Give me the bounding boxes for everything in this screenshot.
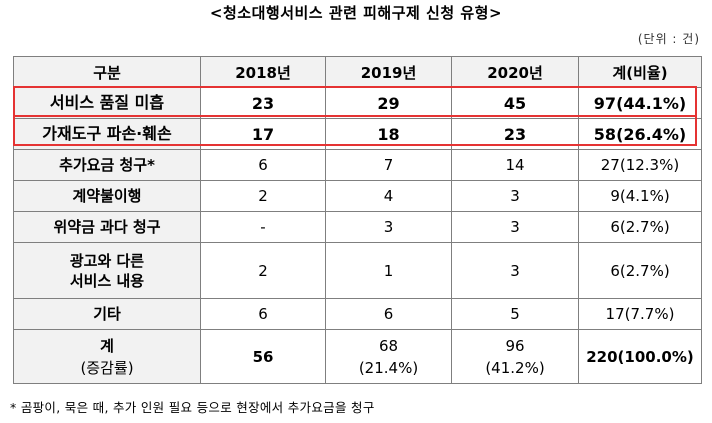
- cell-total: 97(44.1%): [578, 87, 702, 119]
- table-row: 서비스 품질 미흡 23 29 45 97(44.1%): [13, 87, 702, 119]
- row-label: 위약금 과다 청구: [13, 211, 201, 243]
- table-row: 가재도구 파손·훼손 17 18 23 58(26.4%): [13, 118, 702, 150]
- total-2018: 56: [200, 329, 326, 384]
- total-sum: 220(100.0%): [578, 329, 702, 384]
- table-row: 광고와 다른 서비스 내용 2 1 3 6(2.7%): [13, 242, 702, 299]
- row-label: 광고와 다른 서비스 내용: [13, 242, 201, 299]
- row-label: 가재도구 파손·훼손: [13, 118, 201, 150]
- header-2020: 2020년: [451, 56, 579, 88]
- table-row: 추가요금 청구* 6 7 14 27(12.3%): [13, 149, 702, 181]
- cell-2019: 29: [325, 87, 452, 119]
- cell-2018: 6: [200, 149, 326, 181]
- header-total-ratio: 계(비율): [578, 56, 702, 88]
- cell-total: 6(2.7%): [578, 211, 702, 243]
- total-label-line1: 계: [100, 336, 114, 355]
- table-row: 위약금 과다 청구 - 3 3 6(2.7%): [13, 211, 702, 243]
- cell-total: 17(7.7%): [578, 298, 702, 330]
- total-2020-rate: (41.2%): [485, 358, 545, 377]
- total-2019-rate: (21.4%): [358, 358, 419, 377]
- total-2019-value: 68: [378, 336, 399, 355]
- cell-2019: 6: [325, 298, 452, 330]
- cell-2019: 1: [325, 242, 452, 299]
- cell-2019: 7: [325, 149, 452, 181]
- total-2020: 96 (41.2%): [451, 329, 579, 384]
- row-label: 추가요금 청구*: [13, 149, 201, 181]
- cell-2020: 3: [451, 242, 579, 299]
- cell-2018: 17: [200, 118, 326, 150]
- cell-total: 27(12.3%): [578, 149, 702, 181]
- row-label-line1: 광고와 다른: [69, 251, 145, 270]
- row-label-line2: 서비스 내용: [69, 271, 145, 290]
- cell-2018: -: [200, 211, 326, 243]
- footnote: * 곰팡이, 묵은 때, 추가 인원 필요 등으로 현장에서 추가요금을 청구: [10, 400, 375, 415]
- cell-2020: 14: [451, 149, 579, 181]
- cell-2018: 23: [200, 87, 326, 119]
- page-title: <청소대행서비스 관련 피해구제 신청 유형>: [209, 4, 503, 22]
- header-2018: 2018년: [200, 56, 326, 88]
- cell-2020: 3: [451, 180, 579, 212]
- cell-total: 58(26.4%): [578, 118, 702, 150]
- unit-label: (단위 : 건): [637, 32, 700, 46]
- cell-2020: 5: [451, 298, 579, 330]
- total-2020-value: 96: [505, 336, 525, 355]
- row-label: 기타: [13, 298, 201, 330]
- cell-2020: 23: [451, 118, 579, 150]
- cell-2019: 4: [325, 180, 452, 212]
- cell-2019: 3: [325, 211, 452, 243]
- table-row: 계약불이행 2 4 3 9(4.1%): [13, 180, 702, 212]
- complaint-type-table: 구분 2018년 2019년 2020년 계(비율) 서비스 품질 미흡 23 …: [13, 56, 702, 384]
- cell-2018: 2: [200, 180, 326, 212]
- total-label-line2: (증감률): [80, 358, 134, 377]
- total-2019: 68 (21.4%): [325, 329, 452, 384]
- cell-2018: 2: [200, 242, 326, 299]
- table-header-row: 구분 2018년 2019년 2020년 계(비율): [13, 56, 702, 88]
- row-label: 계약불이행: [13, 180, 201, 212]
- row-label: 서비스 품질 미흡: [13, 87, 201, 119]
- total-label: 계 (증감률): [13, 329, 201, 384]
- cell-2018: 6: [200, 298, 326, 330]
- header-2019: 2019년: [325, 56, 452, 88]
- header-category: 구분: [13, 56, 201, 88]
- cell-2019: 18: [325, 118, 452, 150]
- cell-2020: 3: [451, 211, 579, 243]
- cell-2020: 45: [451, 87, 579, 119]
- cell-total: 6(2.7%): [578, 242, 702, 299]
- table-total-row: 계 (증감률) 56 68 (21.4%) 96 (41.2%) 220(100…: [13, 329, 702, 384]
- table-row: 기타 6 6 5 17(7.7%): [13, 298, 702, 330]
- cell-total: 9(4.1%): [578, 180, 702, 212]
